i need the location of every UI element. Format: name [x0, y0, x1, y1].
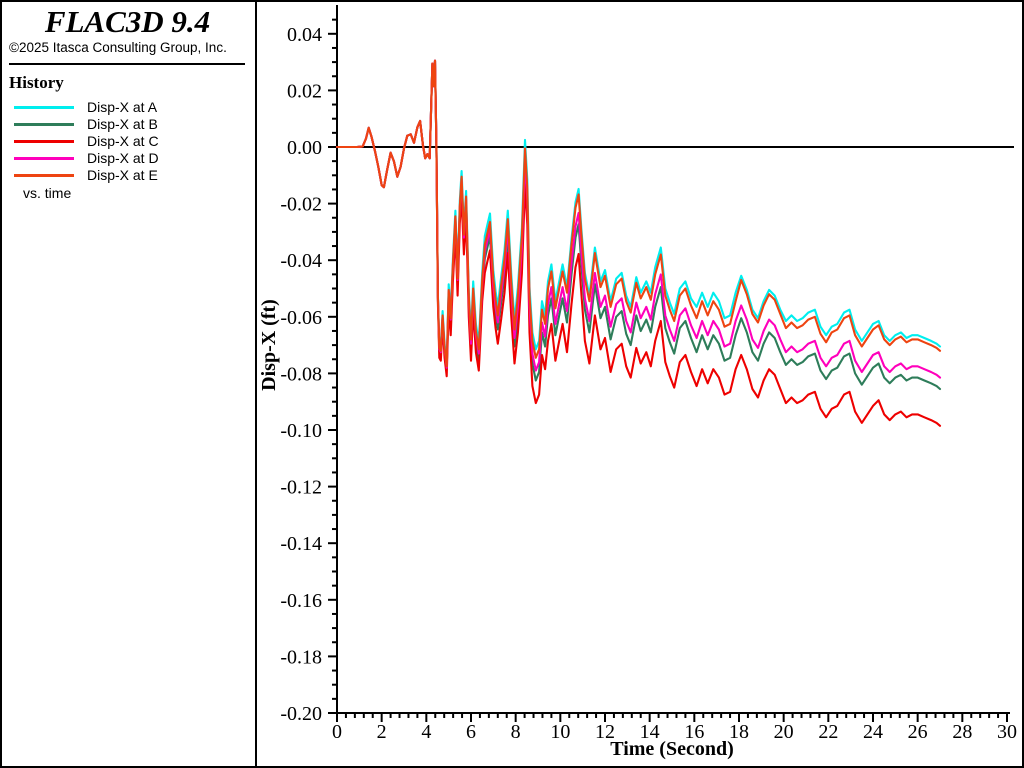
legend-swatch — [14, 157, 74, 160]
x-tick-label: 14 — [640, 721, 660, 743]
legend-title: History — [9, 73, 64, 92]
x-tick-label: 16 — [684, 721, 704, 743]
app-title: FLAC3D 9.4 — [44, 4, 211, 39]
legend-swatch — [14, 174, 74, 177]
legend-item: Disp-X at A — [0, 99, 255, 116]
x-tick-label: 18 — [729, 721, 749, 743]
series-line-D — [335, 59, 942, 379]
x-tick-label: 20 — [774, 721, 794, 743]
copyright-text: ©2025 Itasca Consulting Group, Inc. — [9, 40, 227, 55]
legend-item-label: Disp-X at D — [87, 150, 159, 166]
y-tick-label: 0.04 — [287, 24, 322, 46]
y-tick-label: -0.08 — [280, 363, 322, 385]
legend-item-label: Disp-X at C — [87, 133, 159, 149]
x-axis-title: Time (Second) — [610, 738, 734, 760]
sidebar-divider — [9, 63, 245, 65]
y-tick-label: 0.02 — [287, 80, 322, 102]
series-line-C — [335, 59, 942, 427]
legend-item: Disp-X at D — [0, 150, 255, 167]
x-tick-label: 24 — [863, 721, 883, 743]
x-tick-label: 26 — [908, 721, 928, 743]
legend-item-label: Disp-X at E — [87, 167, 158, 183]
y-tick-label: -0.02 — [280, 194, 322, 216]
x-tick-label: 8 — [511, 721, 521, 743]
x-tick-label: 4 — [421, 721, 431, 743]
legend-swatch — [14, 140, 74, 143]
y-axis-title: Disp-X (ft) — [258, 299, 280, 391]
y-tick-label: -0.04 — [280, 250, 322, 272]
legend-list: Disp-X at A Disp-X at B Disp-X at C Disp-X … — [0, 99, 255, 184]
x-tick-label: 30 — [997, 721, 1017, 743]
x-tick-label: 10 — [550, 721, 570, 743]
legend-swatch — [14, 106, 74, 109]
x-tick-label: 6 — [466, 721, 476, 743]
series-line-E — [335, 59, 942, 368]
x-tick-label: 12 — [595, 721, 615, 743]
legend-swatch — [14, 123, 74, 126]
y-tick-label: -0.14 — [280, 533, 322, 555]
legend-item-label: Disp-X at A — [87, 99, 158, 115]
y-tick-label: -0.16 — [280, 590, 322, 612]
series-line-B — [335, 59, 942, 391]
legend-item: Disp-X at E — [0, 167, 255, 184]
y-tick-label: -0.12 — [280, 477, 322, 499]
x-tick-label: 28 — [952, 721, 972, 743]
legend-item: Disp-X at B — [0, 116, 255, 133]
y-tick-label: -0.06 — [280, 307, 322, 329]
y-tick-label: -0.10 — [280, 420, 322, 442]
y-tick-label: -0.18 — [280, 646, 322, 668]
legend-item-label: Disp-X at B — [87, 116, 158, 132]
x-tick-label: 2 — [377, 721, 387, 743]
sidebar: FLAC3D 9.4 ©2025 Itasca Consulting Group… — [0, 0, 257, 768]
y-tick-label: 0.00 — [287, 137, 322, 159]
legend-item: Disp-X at C — [0, 133, 255, 150]
x-tick-label: 22 — [818, 721, 838, 743]
x-tick-label: 0 — [332, 721, 342, 743]
y-tick-label: -0.20 — [280, 703, 322, 725]
legend-footer: vs. time — [23, 185, 72, 201]
